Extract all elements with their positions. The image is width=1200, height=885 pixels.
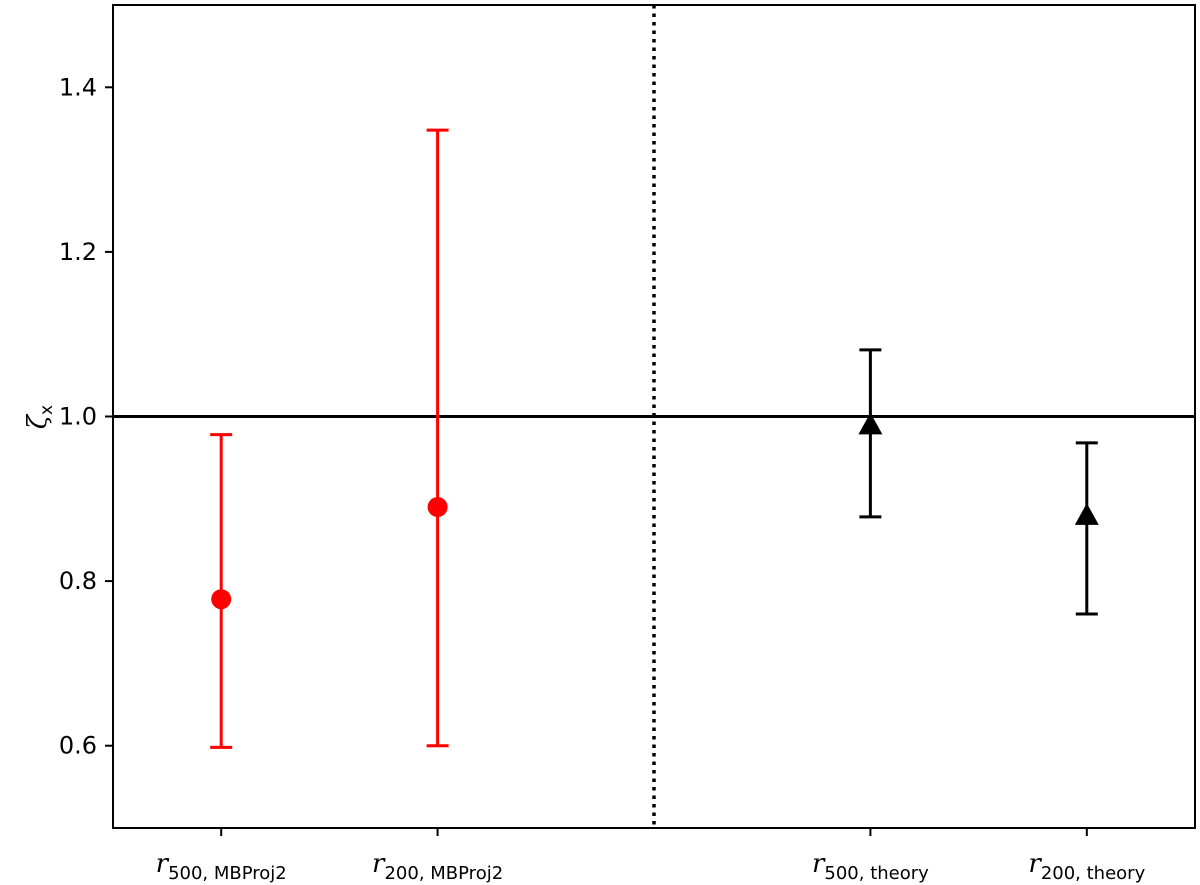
x-tick-label: r500, theory bbox=[812, 849, 929, 884]
x-tick-label: r200, MBProj2 bbox=[372, 849, 503, 884]
x-tick-label-sub: 200, theory bbox=[1041, 863, 1146, 884]
y-tick-label: 1.0 bbox=[59, 403, 97, 431]
y-tick-label: 0.8 bbox=[59, 567, 97, 595]
x-tick-label-sub: 500, MBProj2 bbox=[168, 863, 287, 884]
x-tick-label-sub: 500, theory bbox=[824, 863, 929, 884]
x-tick-label: r200, theory bbox=[1028, 849, 1145, 884]
y-tick-label: 1.4 bbox=[59, 73, 97, 101]
y-axis: 0.6 0.8 1.0 1.2 1.4 bbox=[59, 73, 113, 760]
plot-area bbox=[113, 5, 1195, 828]
y-axis-label: ζx bbox=[23, 405, 57, 429]
x-tick-label-main: r bbox=[1028, 849, 1042, 879]
data-point bbox=[427, 497, 448, 518]
data-point bbox=[1074, 503, 1099, 525]
x-tick-label: r500, MBProj2 bbox=[156, 849, 287, 884]
data-point bbox=[211, 589, 232, 610]
data-point bbox=[858, 412, 883, 435]
y-tick-label: 1.2 bbox=[59, 238, 97, 266]
x-tick-label-main: r bbox=[156, 849, 170, 879]
y-axis-label-sub: x bbox=[37, 405, 57, 415]
x-tick-label-main: r bbox=[372, 849, 386, 879]
y-tick-label: 0.6 bbox=[59, 732, 97, 760]
x-axis: r500, MBProj2 r200, MBProj2 r500, theory r2… bbox=[156, 828, 1146, 884]
y-axis-label-main: ζ bbox=[23, 413, 53, 429]
x-tick-label-main: r bbox=[812, 849, 826, 879]
x-tick-label-sub: 200, MBProj2 bbox=[384, 863, 503, 884]
